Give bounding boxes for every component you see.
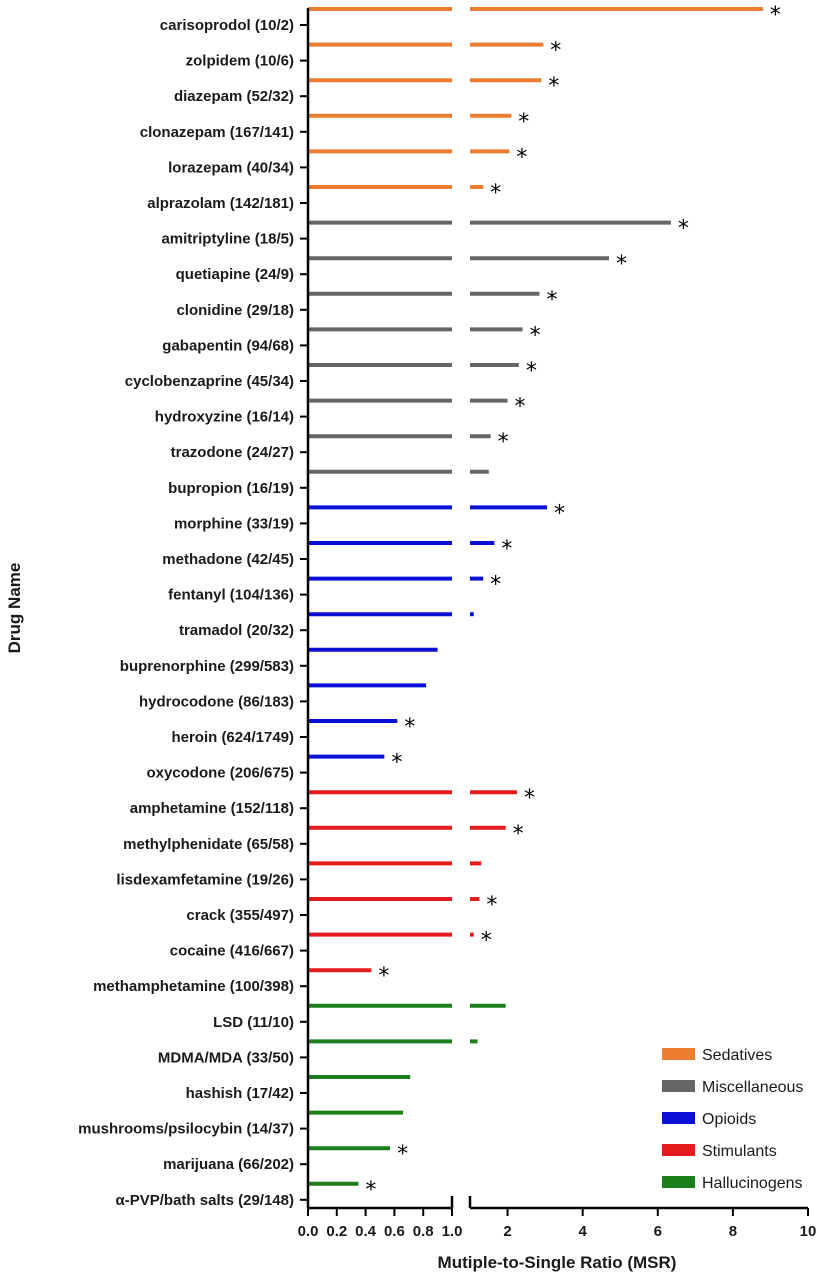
legend-label: Opioids — [702, 1111, 756, 1128]
significance-star: * — [554, 501, 565, 526]
drug-label: cocaine (416/667) — [170, 943, 294, 960]
significance-star: * — [391, 751, 402, 776]
significance-star: * — [546, 288, 557, 313]
drug-label: amitriptyline (18/5) — [161, 231, 294, 248]
x-tick-label: 0.4 — [355, 1223, 377, 1240]
drug-label: amphetamine (152/118) — [130, 800, 294, 817]
drug-label: trazodone (24/27) — [171, 444, 294, 461]
drug-label: crack (355/497) — [186, 907, 294, 924]
drug-label: lorazepam (40/34) — [168, 159, 294, 176]
x-axis-title: Mutiple-to-Single Ratio (MSR) — [438, 1253, 677, 1272]
significance-star: * — [513, 822, 524, 847]
x-tick-label: 2 — [503, 1223, 511, 1240]
drug-label: mushrooms/psilocybin (14/37) — [78, 1121, 294, 1138]
legend-swatch — [662, 1176, 695, 1188]
legend-label: Sedatives — [702, 1047, 772, 1064]
x-tick-label: 0.2 — [326, 1223, 347, 1240]
drug-label: methadone (42/45) — [162, 551, 294, 568]
drug-label: LSD (11/10) — [213, 1014, 294, 1031]
legend-label: Miscellaneous — [702, 1079, 803, 1096]
drug-label: alprazolam (142/181) — [147, 195, 294, 212]
legend-swatch — [662, 1144, 695, 1156]
axes-layer: 0.0 0.2 0.4 0.6 0.8 1.0 2 4 6 8 10 — [298, 8, 817, 1240]
significance-star: * — [678, 217, 689, 242]
significance-star: * — [378, 964, 389, 989]
drug-label: morphine (33/19) — [174, 515, 294, 532]
significance-star: * — [486, 893, 497, 918]
drug-label: cyclobenzaprine (45/34) — [125, 373, 294, 390]
significance-star: * — [516, 145, 527, 170]
drug-label: heroin (624/1749) — [171, 729, 294, 746]
legend-label: Stimulants — [702, 1143, 777, 1160]
significance-star: * — [490, 573, 501, 598]
drug-label: methamphetamine (100/398) — [93, 978, 294, 995]
legend-swatch — [662, 1048, 695, 1060]
drug-label: buprenorphine (299/583) — [120, 658, 294, 675]
significance-star: * — [530, 323, 541, 348]
legend-swatch — [662, 1112, 695, 1124]
significance-star: * — [490, 181, 501, 206]
drug-label: zolpidem (10/6) — [186, 53, 294, 70]
bars-layer: ************************* — [308, 3, 781, 1203]
significance-star: * — [550, 39, 561, 64]
drug-label: hydrocodone (86/183) — [139, 693, 294, 710]
x-tick-label: 10 — [800, 1223, 817, 1240]
y-axis-title: Drug Name — [5, 563, 24, 654]
drug-label: quetiapine (24/9) — [176, 266, 294, 283]
legend: Sedatives Miscellaneous Opioids Stimulants H… — [662, 1047, 803, 1192]
drug-label: lisdexamfetamine (19/26) — [116, 871, 294, 888]
significance-star: * — [518, 110, 529, 135]
legend-label: Hallucinogens — [702, 1175, 803, 1192]
drug-label: methylphenidate (65/58) — [123, 836, 294, 853]
significance-star: * — [526, 359, 537, 384]
legend-swatch — [662, 1080, 695, 1092]
drug-label: clonazepam (167/141) — [140, 124, 294, 141]
drug-label: tramadol (20/32) — [179, 622, 294, 639]
significance-star: * — [770, 3, 781, 28]
drug-label: carisoprodol (10/2) — [160, 17, 294, 34]
x-tick-label: 6 — [654, 1223, 662, 1240]
significance-star: * — [515, 395, 526, 420]
significance-star: * — [481, 929, 492, 954]
drug-label: fentanyl (104/136) — [168, 587, 294, 604]
significance-star: * — [548, 74, 559, 99]
x-tick-label: 0.8 — [413, 1223, 434, 1240]
drug-label: hydroxyzine (16/14) — [155, 409, 294, 426]
drug-label: oxycodone (206/675) — [146, 765, 294, 782]
significance-star: * — [501, 537, 512, 562]
drug-label: gabapentin (94/68) — [162, 337, 294, 354]
x-tick-label: 4 — [578, 1223, 587, 1240]
drug-label: diazepam (52/32) — [174, 88, 294, 105]
x-tick-label: 8 — [729, 1223, 737, 1240]
drug-labels-layer: carisoprodol (10/2) zolpidem (10/6) diazep… — [78, 17, 294, 1209]
x-tick-label: 1.0 — [442, 1223, 463, 1240]
significance-star: * — [404, 715, 415, 740]
x-tick-label: 0.0 — [298, 1223, 319, 1240]
drug-label: MDMA/MDA (33/50) — [158, 1049, 294, 1066]
drug-label: bupropion (16/19) — [168, 480, 294, 497]
significance-star: * — [524, 786, 535, 811]
significance-star: * — [365, 1178, 376, 1203]
significance-star: * — [498, 430, 509, 455]
drug-label: clonidine (29/18) — [176, 302, 294, 319]
x-tick-label: 0.6 — [384, 1223, 405, 1240]
drug-label: marijuana (66/202) — [163, 1156, 294, 1173]
significance-star: * — [616, 252, 627, 277]
drug-label: hashish (17/42) — [186, 1085, 294, 1102]
drug-label: α-PVP/bath salts (29/148) — [116, 1192, 294, 1209]
significance-star: * — [397, 1142, 408, 1167]
